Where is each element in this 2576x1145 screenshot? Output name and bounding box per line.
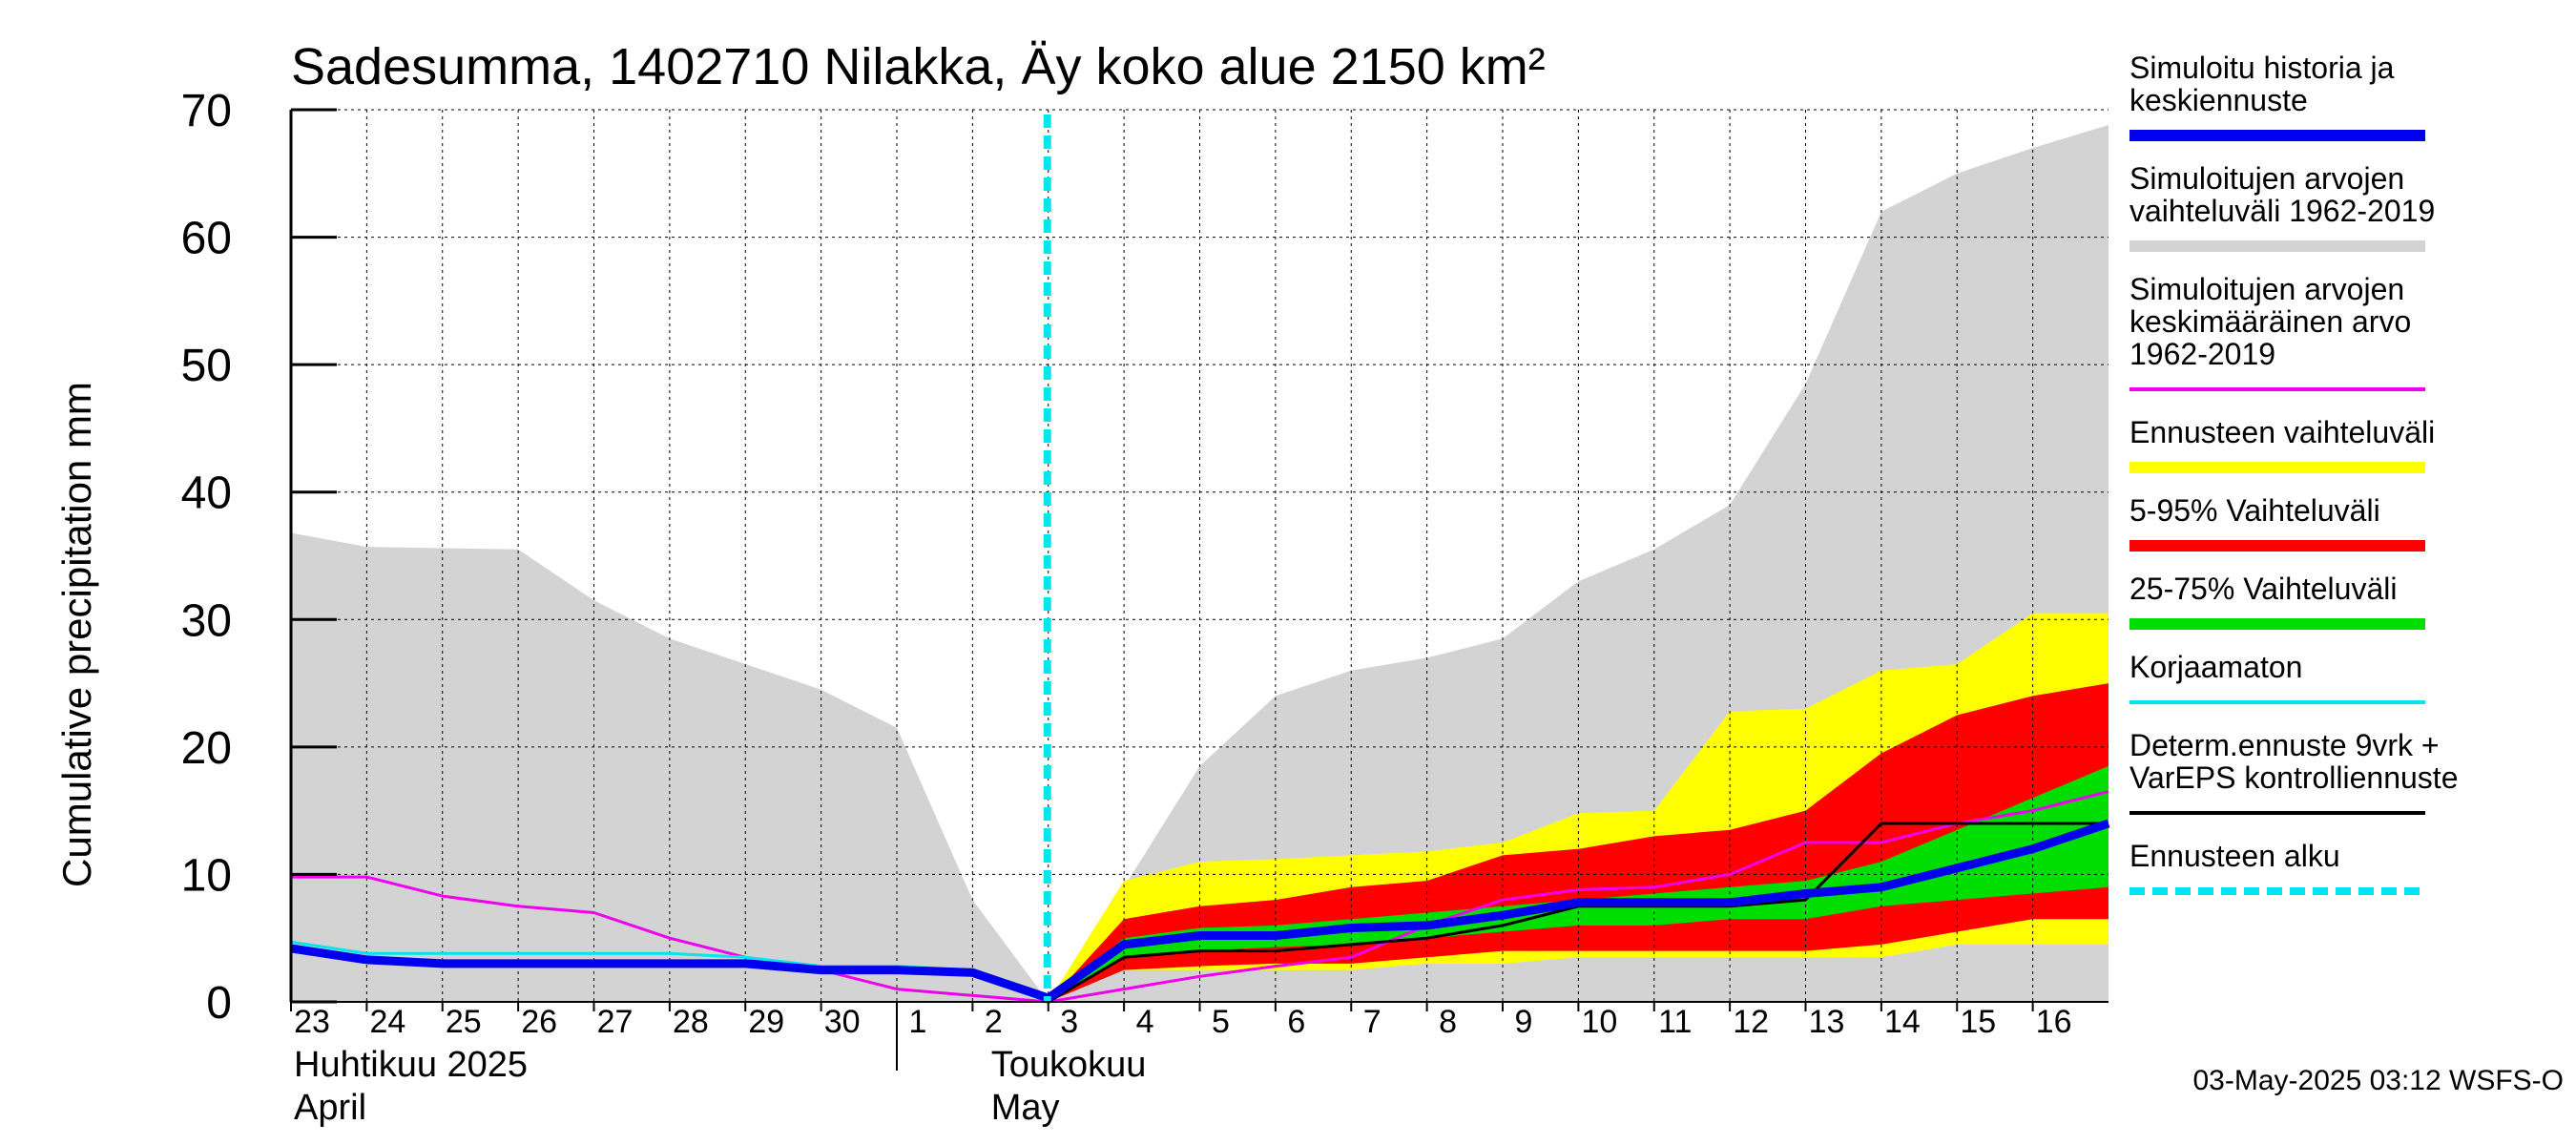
y-tick-label-2: 20 bbox=[181, 723, 232, 774]
band-3 bbox=[1048, 765, 2109, 1002]
legend-label-6-0: Korjaamaton bbox=[2129, 650, 2302, 684]
month-label-may-fi: Toukokuu bbox=[991, 1045, 1147, 1085]
legend-item-5: 25-75% Vaihteluväli bbox=[2129, 572, 2425, 630]
legend-item-3: Ennusteen vaihteluväli bbox=[2129, 415, 2435, 473]
y-tick-label-1: 10 bbox=[181, 850, 232, 901]
legend-label-1-0: Simuloitujen arvojen bbox=[2129, 161, 2404, 196]
legend-item-4: 5-95% Vaihteluväli bbox=[2129, 493, 2425, 552]
x-tick-label-18: 11 bbox=[1658, 1004, 1692, 1040]
grid bbox=[291, 109, 2109, 1002]
y-axis-label: Cumulative precipitation mm bbox=[54, 382, 99, 887]
legend-item-6: Korjaamaton bbox=[2129, 650, 2425, 704]
band-2 bbox=[1048, 683, 2109, 1002]
x-tick-label-20: 13 bbox=[1809, 1004, 1845, 1040]
x-tick-label-6: 29 bbox=[748, 1004, 784, 1040]
x-tick-label-14: 7 bbox=[1363, 1004, 1381, 1040]
month-label-april-fi: Huhtikuu 2025 bbox=[294, 1045, 528, 1085]
legend-item-8: Ennusteen alku bbox=[2129, 839, 2425, 895]
x-tick-label-13: 6 bbox=[1287, 1004, 1305, 1040]
legend-label-2-1: keskimääräinen arvo bbox=[2129, 304, 2411, 339]
legend-label-0-1: keskiennuste bbox=[2129, 83, 2308, 117]
legend-item-7: Determ.ennuste 9vrk +VarEPS kontrollienn… bbox=[2129, 728, 2458, 815]
legend-label-2-0: Simuloitujen arvojen bbox=[2129, 272, 2404, 306]
x-tick-label-2: 25 bbox=[446, 1004, 482, 1040]
x-tick-label-7: 30 bbox=[824, 1004, 861, 1040]
legend-label-8-0: Ennusteen alku bbox=[2129, 839, 2340, 873]
x-tick-label-1: 24 bbox=[369, 1004, 405, 1040]
band-0 bbox=[291, 125, 2109, 1002]
timestamp-footer: 03-May-2025 03:12 WSFS-O bbox=[2193, 1065, 2565, 1096]
x-tick-label-16: 9 bbox=[1515, 1004, 1533, 1040]
legend-label-2-2: 1962-2019 bbox=[2129, 337, 2275, 371]
x-tick-label-19: 12 bbox=[1733, 1004, 1769, 1040]
x-tick-label-17: 10 bbox=[1581, 1004, 1617, 1040]
legend-label-7-1: VarEPS kontrolliennuste bbox=[2129, 760, 2458, 795]
y-tick-label-3: 30 bbox=[181, 595, 232, 646]
series-line-4 bbox=[291, 790, 2109, 1004]
series-line-7 bbox=[290, 819, 2110, 1003]
x-tick-label-9: 2 bbox=[985, 1004, 1003, 1040]
y-tick-label-4: 40 bbox=[181, 468, 232, 519]
x-tick-label-4: 27 bbox=[597, 1004, 634, 1040]
month-label-april-en: April bbox=[294, 1088, 366, 1128]
legend-label-7-0: Determ.ennuste 9vrk + bbox=[2129, 728, 2440, 762]
chart-title: Sadesumma, 1402710 Nilakka, Äy koko alue… bbox=[291, 38, 1546, 95]
legend-label-3-0: Ennusteen vaihteluväli bbox=[2129, 415, 2435, 449]
legend-label-4-0: 5-95% Vaihteluväli bbox=[2129, 493, 2380, 528]
x-tick-label-15: 8 bbox=[1439, 1004, 1457, 1040]
x-tick-label-5: 28 bbox=[673, 1004, 709, 1040]
x-tick-label-3: 26 bbox=[521, 1004, 557, 1040]
x-tick-label-21: 14 bbox=[1884, 1004, 1921, 1040]
legend-label-1-1: vaihteluväli 1962-2019 bbox=[2129, 194, 2435, 228]
month-label-may-en: May bbox=[991, 1088, 1060, 1128]
x-tick-label-0: 23 bbox=[294, 1004, 330, 1040]
y-tick-label-5: 50 bbox=[181, 341, 232, 391]
legend-label-5-0: 25-75% Vaihteluväli bbox=[2129, 572, 2397, 606]
y-tick-label-6: 60 bbox=[181, 214, 232, 264]
x-tick-label-23: 16 bbox=[2036, 1004, 2072, 1040]
x-tick-label-22: 15 bbox=[1960, 1004, 1996, 1040]
y-tick-label-7: 70 bbox=[181, 86, 232, 136]
x-tick-label-12: 5 bbox=[1212, 1004, 1230, 1040]
y-tick-label-0: 0 bbox=[206, 978, 232, 1029]
legend-label-0-0: Simuloitu historia ja bbox=[2129, 51, 2395, 85]
x-tick-label-11: 4 bbox=[1136, 1004, 1154, 1040]
x-tick-label-10: 3 bbox=[1060, 1004, 1078, 1040]
x-tick-label-8: 1 bbox=[909, 1004, 927, 1040]
